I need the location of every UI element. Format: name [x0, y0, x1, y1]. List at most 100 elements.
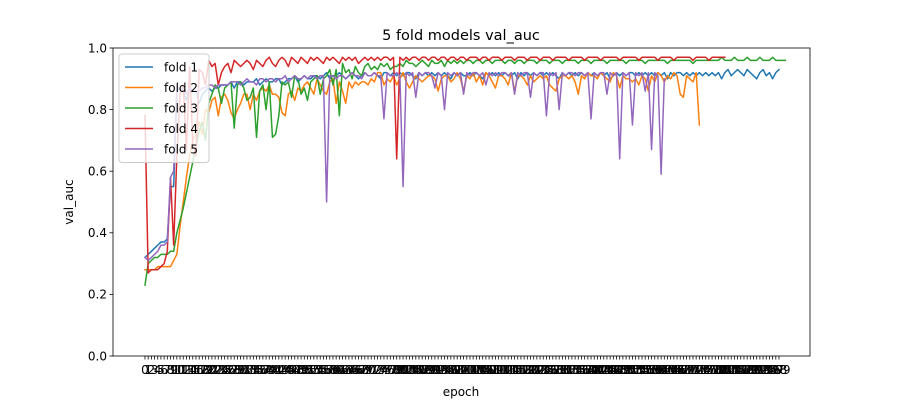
- x-tick-label: 3: [151, 363, 159, 377]
- x-tick-label: 106: [471, 363, 494, 377]
- legend-label: fold 5: [164, 142, 198, 156]
- x-tick-label: 103: [462, 363, 485, 377]
- x-tick-label: 169: [672, 363, 695, 377]
- x-tick-label: 175: [691, 363, 714, 377]
- x-tick-label: 123: [525, 363, 548, 377]
- x-tick-label: 69: [357, 363, 372, 377]
- x-tick-label: 149: [608, 363, 631, 377]
- x-tick-label: 161: [646, 363, 669, 377]
- x-tick-label: 23: [211, 363, 226, 377]
- x-tick-label: 180: [707, 363, 730, 377]
- x-tick-label: 2: [148, 363, 156, 377]
- x-tick-label: 143: [589, 363, 612, 377]
- x-tick-label: 165: [659, 363, 682, 377]
- x-axis: 0123456789101112131415161718192021222324…: [141, 356, 790, 377]
- x-tick-label: 197: [761, 363, 784, 377]
- x-tick-label: 7: [163, 363, 171, 377]
- x-tick-label: 10: [169, 363, 184, 377]
- x-tick-label: 171: [678, 363, 701, 377]
- x-axis-label: epoch: [443, 385, 480, 399]
- x-tick-label: 15: [185, 363, 200, 377]
- x-tick-label: 49: [293, 363, 308, 377]
- x-tick-label: 121: [519, 363, 542, 377]
- x-tick-label: 137: [570, 363, 593, 377]
- x-tick-label: 131: [551, 363, 574, 377]
- x-tick-label: 50: [297, 363, 312, 377]
- x-tick-label: 191: [742, 363, 765, 377]
- x-tick-label: 136: [567, 363, 590, 377]
- x-tick-label: 188: [733, 363, 756, 377]
- x-tick-label: 75: [376, 363, 391, 377]
- x-tick-label: 122: [522, 363, 545, 377]
- x-tick-label: 32: [239, 363, 254, 377]
- y-tick-label: 0.0: [88, 349, 107, 363]
- x-tick-label: 8: [167, 363, 175, 377]
- x-tick-label: 6: [160, 363, 168, 377]
- x-tick-label: 64: [341, 363, 356, 377]
- x-tick-label: 80: [392, 363, 407, 377]
- x-tick-label: 155: [627, 363, 650, 377]
- x-tick-label: 0: [141, 363, 149, 377]
- x-tick-label: 146: [599, 363, 622, 377]
- x-tick-label: 26: [220, 363, 235, 377]
- x-tick-label: 112: [490, 363, 513, 377]
- x-tick-label: 129: [545, 363, 568, 377]
- x-tick-label: 138: [573, 363, 596, 377]
- x-tick-label: 30: [233, 363, 248, 377]
- x-tick-label: 61: [332, 363, 347, 377]
- x-tick-label: 52: [303, 363, 318, 377]
- x-tick-label: 99: [453, 363, 468, 377]
- x-tick-label: 158: [637, 363, 660, 377]
- x-tick-label: 72: [367, 363, 382, 377]
- x-tick-label: 57: [319, 363, 334, 377]
- x-tick-label: 141: [583, 363, 606, 377]
- x-tick-label: 108: [478, 363, 501, 377]
- x-tick-label: 195: [755, 363, 778, 377]
- x-tick-label: 19: [198, 363, 213, 377]
- x-tick-label: 36: [252, 363, 267, 377]
- x-tick-label: 190: [739, 363, 762, 377]
- x-tick-label: 135: [564, 363, 587, 377]
- series-line-fold-2: [144, 71, 701, 271]
- x-tick-label: 181: [710, 363, 733, 377]
- x-tick-label: 154: [624, 363, 647, 377]
- x-tick-label: 184: [720, 363, 743, 377]
- x-tick-label: 81: [395, 363, 410, 377]
- x-tick-label: 162: [650, 363, 673, 377]
- x-tick-label: 59: [325, 363, 340, 377]
- x-tick-label: 87: [415, 363, 430, 377]
- x-tick-label: 152: [618, 363, 641, 377]
- x-tick-label: 104: [465, 363, 488, 377]
- x-tick-label: 96: [443, 363, 458, 377]
- x-tick-label: 88: [418, 363, 433, 377]
- x-tick-label: 38: [258, 363, 273, 377]
- x-tick-label: 82: [399, 363, 414, 377]
- x-tick-label: 84: [405, 363, 420, 377]
- x-tick-label: 89: [421, 363, 436, 377]
- x-tick-label: 130: [548, 363, 571, 377]
- x-tick-label: 170: [675, 363, 698, 377]
- x-tick-label: 20: [201, 363, 216, 377]
- y-tick-label: 0.6: [88, 165, 107, 179]
- x-tick-label: 115: [500, 363, 523, 377]
- x-tick-label: 174: [688, 363, 711, 377]
- x-tick-label: 172: [682, 363, 705, 377]
- series-line-fold-4: [144, 56, 726, 274]
- x-tick-label: 95: [440, 363, 455, 377]
- x-tick-label: 21: [204, 363, 219, 377]
- x-tick-label: 101: [455, 363, 478, 377]
- x-tick-label: 100: [452, 363, 475, 377]
- x-tick-label: 151: [615, 363, 638, 377]
- x-tick-label: 98: [450, 363, 465, 377]
- legend: fold 1 fold 2 fold 3 fold 4 fold 5: [118, 53, 210, 163]
- legend-box: [118, 53, 210, 163]
- x-tick-label: 109: [481, 363, 504, 377]
- x-tick-label: 34: [246, 363, 261, 377]
- x-tick-label: 187: [729, 363, 752, 377]
- x-tick-label: 97: [446, 363, 461, 377]
- x-tick-label: 29: [230, 363, 245, 377]
- x-tick-label: 60: [329, 363, 344, 377]
- x-tick-label: 77: [383, 363, 398, 377]
- x-tick-label: 120: [516, 363, 539, 377]
- x-tick-label: 39: [262, 363, 277, 377]
